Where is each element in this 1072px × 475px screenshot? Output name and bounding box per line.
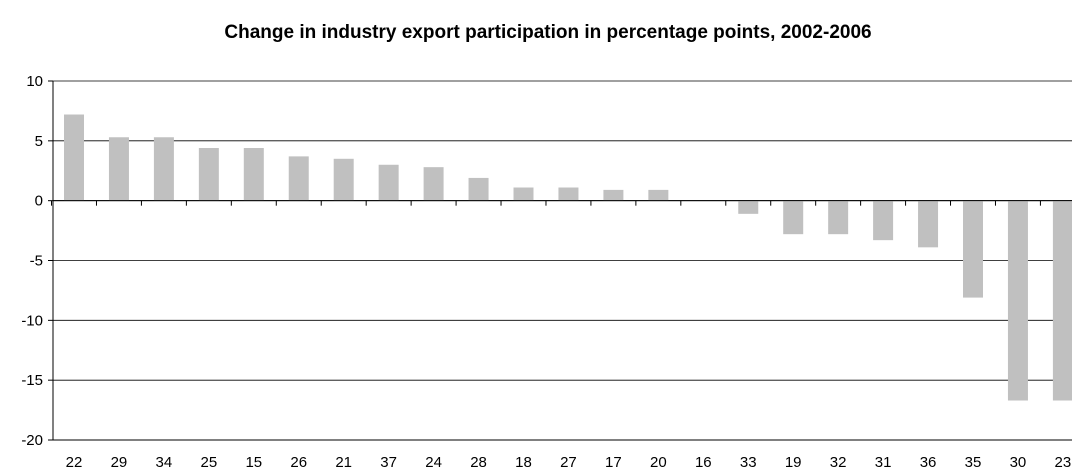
x-tick-label: 34 xyxy=(156,454,173,471)
bar-35 xyxy=(963,200,983,298)
bar-29 xyxy=(108,137,129,201)
bar-18 xyxy=(513,187,534,201)
x-tick-label: 33 xyxy=(740,454,757,471)
x-tick-label: 18 xyxy=(515,454,532,471)
x-tick-label: 26 xyxy=(290,454,307,471)
x-tick-label: 35 xyxy=(965,454,982,471)
bar-28 xyxy=(468,177,489,201)
y-tick-label: 0 xyxy=(35,193,43,210)
bar-25 xyxy=(198,148,219,201)
bar-19 xyxy=(783,200,804,235)
x-tick-label: 21 xyxy=(335,454,352,471)
bar-32 xyxy=(828,200,849,235)
y-tick-label: -10 xyxy=(21,312,43,329)
bar-22 xyxy=(64,114,84,201)
x-axis-tick-labels: 22 29 34 25 15 26 21 37 24 28 18 27 17 20 16 33 19 32 31 36… xyxy=(66,454,1072,471)
gridlines xyxy=(48,80,1072,441)
x-tick-label: 30 xyxy=(1010,454,1027,471)
x-tick-label: 16 xyxy=(695,454,712,471)
bar-37 xyxy=(378,164,399,201)
bar-17 xyxy=(603,189,624,201)
bar-21 xyxy=(333,158,354,201)
x-tick-label: 25 xyxy=(201,454,218,471)
y-tick-label: -5 xyxy=(30,253,43,270)
y-tick-label: -20 xyxy=(21,432,43,449)
x-tick-label: 29 xyxy=(111,454,128,471)
x-tick-label: 19 xyxy=(785,454,802,471)
bar-33 xyxy=(738,200,759,214)
bar-31 xyxy=(873,200,894,241)
bar-24 xyxy=(423,167,444,201)
bar-30 xyxy=(1007,200,1028,401)
bar-15 xyxy=(243,148,264,201)
bar-36 xyxy=(918,200,939,248)
x-tick-label: 15 xyxy=(245,454,262,471)
x-tick-label: 31 xyxy=(875,454,892,471)
x-tick-label: 32 xyxy=(830,454,847,471)
x-tick-label: 17 xyxy=(605,454,622,471)
x-tick-label: 37 xyxy=(380,454,397,471)
bars xyxy=(64,114,1072,401)
x-tick-label: 20 xyxy=(650,454,667,471)
bar-26 xyxy=(288,156,309,201)
bar-34 xyxy=(153,137,174,201)
x-tick-label: 23 xyxy=(1055,454,1072,471)
axes xyxy=(51,81,1072,440)
y-tick-label: -15 xyxy=(21,372,43,389)
y-tick-label: 5 xyxy=(35,133,43,150)
bar-23 xyxy=(1052,200,1072,401)
x-tick-label: 27 xyxy=(560,454,577,471)
x-tick-label: 22 xyxy=(66,454,83,471)
x-tick-label: 24 xyxy=(425,454,442,471)
y-axis-tick-labels: 10 5 0 -5 -10 -15 -20 xyxy=(21,73,43,449)
x-tick-label: 36 xyxy=(920,454,937,471)
x-tick-label: 28 xyxy=(470,454,487,471)
y-tick-label: 10 xyxy=(26,73,43,90)
chart-title: Change in industry export participation … xyxy=(224,22,871,43)
bar-27 xyxy=(558,187,579,201)
bar-20 xyxy=(648,189,669,201)
